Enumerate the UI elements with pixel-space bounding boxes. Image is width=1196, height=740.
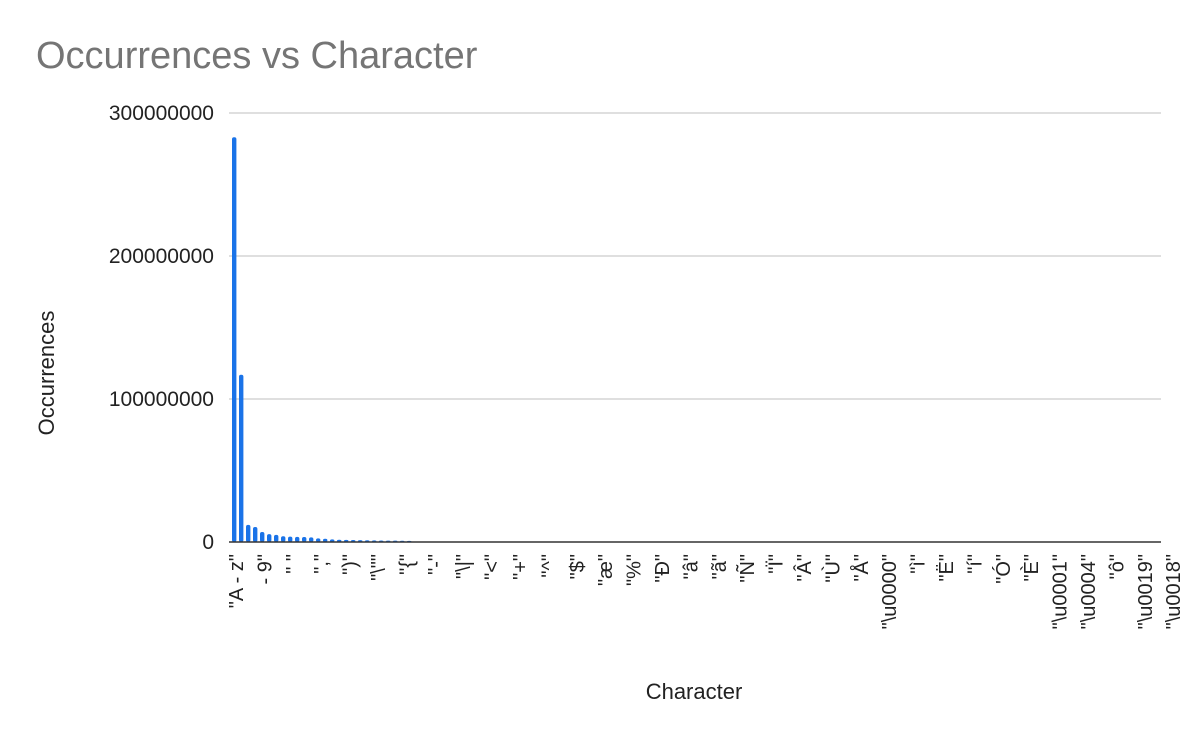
x-tick-label: "\u0019" (1135, 554, 1157, 629)
x-tick-label: "A - z" (226, 554, 248, 608)
y-axis-ticks: 0 100000000 200000000 300000000 (109, 102, 214, 554)
bar (309, 537, 314, 542)
x-tick-label: "<" (482, 554, 504, 580)
bar (267, 534, 272, 542)
x-tick-label: "Â" (793, 554, 816, 582)
x-tick-label: "Ó" (992, 554, 1015, 584)
x-tick-label: "$" (567, 554, 589, 579)
bars (232, 137, 433, 543)
x-tick-label: - 9" (254, 554, 276, 584)
bar (232, 137, 237, 542)
x-tick-label: "í" (964, 554, 986, 574)
bar (281, 536, 286, 542)
bar (288, 536, 293, 542)
x-tick-label: "{" (396, 554, 418, 575)
x-tick-label: "Ñ" (735, 554, 759, 583)
y-tick-label: 100000000 (109, 388, 214, 411)
bar (260, 531, 265, 542)
x-tick-label: "Ù" (821, 554, 844, 583)
bar (302, 536, 307, 542)
x-tick-label: "+" (510, 554, 532, 580)
y-tick-label: 300000000 (109, 102, 214, 125)
bar (323, 538, 328, 542)
y-tick-label: 200000000 (109, 245, 214, 268)
x-tick-label: "Å" (850, 554, 873, 582)
bar (316, 538, 321, 542)
x-tick-label: "%" (624, 554, 646, 586)
x-tick-label: "â" (680, 554, 702, 579)
x-tick-label: "ã" (709, 554, 731, 579)
x-tick-label: "æ" (595, 554, 617, 586)
bar (274, 534, 279, 542)
x-tick-label: "\u0018" (1163, 554, 1185, 629)
x-tick-label: "\u0004" (1078, 554, 1100, 629)
bar (295, 536, 300, 542)
y-axis-title: Occurrences (34, 311, 59, 436)
x-tick-label: "Đ" (652, 554, 674, 583)
x-axis-ticks: "A - z" - 9" " " "," ")" "\"" "{" "-" "\|" "<" "+"… (226, 554, 1185, 629)
x-tick-label: "\"" (368, 554, 390, 581)
chart-title: Occurrences vs Character (36, 35, 478, 77)
x-tick-label: "ô" (1106, 554, 1128, 579)
bar (253, 526, 258, 542)
x-tick-label: "È" (1020, 554, 1043, 582)
bar (246, 524, 251, 542)
x-tick-label: "-" (425, 554, 447, 575)
x-tick-label: "," (311, 554, 333, 574)
x-axis-title: Character (646, 679, 743, 704)
x-tick-label: "\|" (453, 554, 475, 579)
x-tick-label: "Ï" (766, 554, 788, 574)
x-tick-label: " " (283, 554, 305, 574)
x-tick-label: "^" (538, 554, 560, 578)
gridlines (229, 112, 1161, 400)
x-tick-label: "ì" (908, 554, 930, 574)
x-tick-label: "\u0000" (879, 554, 901, 629)
x-tick-label: "\u0001" (1050, 554, 1072, 629)
x-tick-label: "Ë" (936, 554, 958, 582)
bar (239, 374, 244, 542)
y-tick-label: 0 (202, 531, 214, 554)
x-tick-label: ")" (340, 554, 362, 575)
